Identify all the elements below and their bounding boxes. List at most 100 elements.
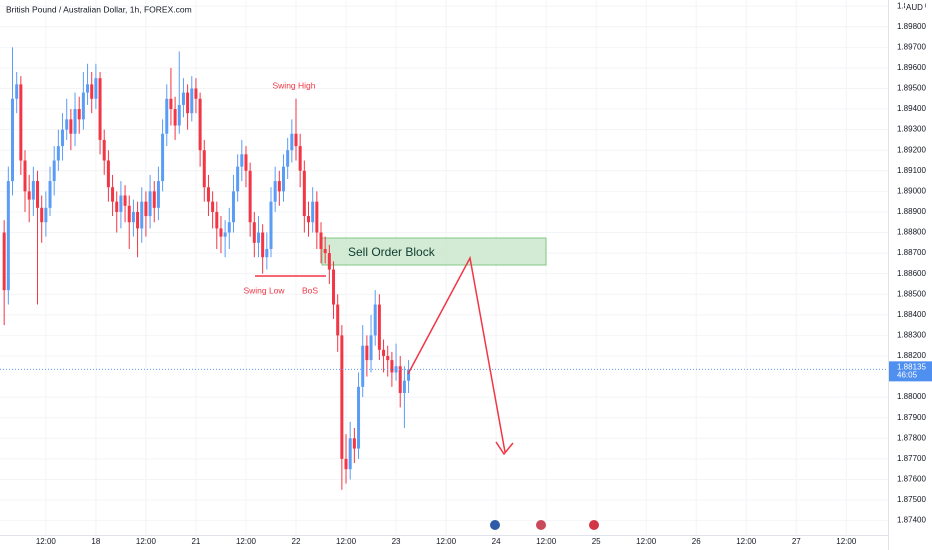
- candle-body: [77, 109, 81, 120]
- candle-body: [327, 253, 331, 270]
- candle-body: [223, 232, 227, 237]
- candle-body: [165, 98, 169, 134]
- y-tick-label: 1.89600: [897, 63, 926, 72]
- x-tick-label: 12:00: [36, 537, 57, 546]
- candle-body: [261, 232, 265, 258]
- candle-body: [198, 98, 202, 151]
- x-tick-label: 23: [392, 537, 401, 546]
- candle-body: [119, 195, 123, 212]
- candle-body: [19, 84, 23, 161]
- candle-body: [361, 345, 365, 387]
- candle-body: [40, 207, 44, 223]
- order-block-label: Sell Order Block: [348, 245, 436, 259]
- y-tick-label: 1.89200: [897, 145, 926, 154]
- candle-body: [402, 380, 406, 394]
- y-tick-label: 1.89000: [897, 186, 926, 195]
- candle-body: [315, 201, 319, 233]
- candle-body: [382, 349, 386, 356]
- swing-low-label: Swing Low: [243, 285, 285, 295]
- candle-body: [231, 191, 235, 223]
- candle-body: [169, 98, 173, 110]
- candle-body: [311, 201, 315, 223]
- candle-body: [281, 166, 285, 192]
- x-tick-label: 24: [492, 537, 501, 546]
- x-tick-label: 21: [191, 537, 200, 546]
- last-price-label: 1.88135: [897, 362, 926, 371]
- candle-body: [90, 84, 94, 99]
- candle-body: [115, 201, 119, 212]
- candle-body: [44, 207, 48, 223]
- candle-body: [211, 201, 215, 212]
- y-tick-label: 1.88800: [897, 228, 926, 237]
- bos-label: BoS: [302, 285, 318, 295]
- candle-body: [265, 248, 269, 258]
- chart-title: British Pound / Australian Dollar, 1h, F…: [6, 4, 192, 14]
- candle-body: [252, 222, 256, 243]
- candle-body: [144, 201, 148, 217]
- candle-body: [357, 386, 361, 449]
- event-icon[interactable]: [536, 520, 546, 530]
- x-tick-label: 12:00: [636, 537, 657, 546]
- candle-body: [332, 269, 336, 305]
- x-tick-label: 26: [692, 537, 701, 546]
- y-tick-label: 1.87900: [897, 413, 926, 422]
- candle-body: [277, 181, 281, 192]
- y-tick-label: 1.88200: [897, 351, 926, 360]
- candle-body: [102, 139, 106, 161]
- event-icon[interactable]: [490, 520, 500, 530]
- candle-body: [248, 170, 252, 223]
- order-block: [321, 237, 547, 266]
- y-tick-label: 1.88000: [897, 392, 926, 401]
- candles: [0, 47, 888, 490]
- y-tick-label: 1.89500: [897, 84, 926, 93]
- candle-body: [6, 181, 10, 291]
- x-tick-label: 12:00: [836, 537, 857, 546]
- candle-body: [298, 146, 302, 171]
- candle-body: [286, 150, 290, 167]
- candle-body: [161, 133, 165, 182]
- x-tick-label: 27: [792, 537, 801, 546]
- candle-body: [136, 211, 140, 229]
- candle-body: [2, 232, 6, 291]
- candle-body: [81, 92, 85, 120]
- y-tick-label: 1.88700: [897, 248, 926, 257]
- candle-body: [227, 222, 231, 233]
- x-tick-label: 12:00: [736, 537, 757, 546]
- candle-body: [52, 160, 56, 182]
- candle-body: [98, 78, 102, 140]
- y-tick-label: 1.87500: [897, 495, 926, 504]
- candle-body: [148, 191, 152, 217]
- x-tick-label: 12:00: [436, 537, 457, 546]
- candle-body: [240, 154, 244, 167]
- candle-body: [352, 438, 356, 449]
- y-tick-label: 1.89300: [897, 125, 926, 134]
- candle-body: [186, 92, 190, 114]
- candle-body: [215, 211, 219, 229]
- candle-body: [177, 104, 181, 126]
- y-tick-label: 1.89400: [897, 104, 926, 113]
- candle-body: [348, 438, 352, 470]
- candle-body: [48, 181, 52, 208]
- x-tick-label: 18: [91, 537, 100, 546]
- candle-body: [173, 109, 177, 126]
- candle-body: [407, 369, 411, 381]
- y-tick-label: 1.87700: [897, 454, 926, 463]
- candle-body: [319, 232, 323, 249]
- countdown-label: 46:05: [897, 370, 918, 379]
- x-tick-label: 12:00: [336, 537, 357, 546]
- candle-body: [15, 84, 19, 99]
- candle-body: [202, 150, 206, 188]
- y-tick-label: 1.89800: [897, 22, 926, 31]
- candle-body: [23, 160, 27, 192]
- event-icon[interactable]: [589, 520, 599, 530]
- y-tick-label: 1.87400: [897, 516, 926, 525]
- candle-body: [398, 366, 402, 394]
- y-tick-label: 1.88900: [897, 207, 926, 216]
- candle-body: [106, 160, 110, 188]
- candle-body: [236, 166, 240, 192]
- candle-body: [131, 211, 135, 223]
- candle-body: [344, 458, 348, 470]
- last-price-tag: [889, 361, 932, 382]
